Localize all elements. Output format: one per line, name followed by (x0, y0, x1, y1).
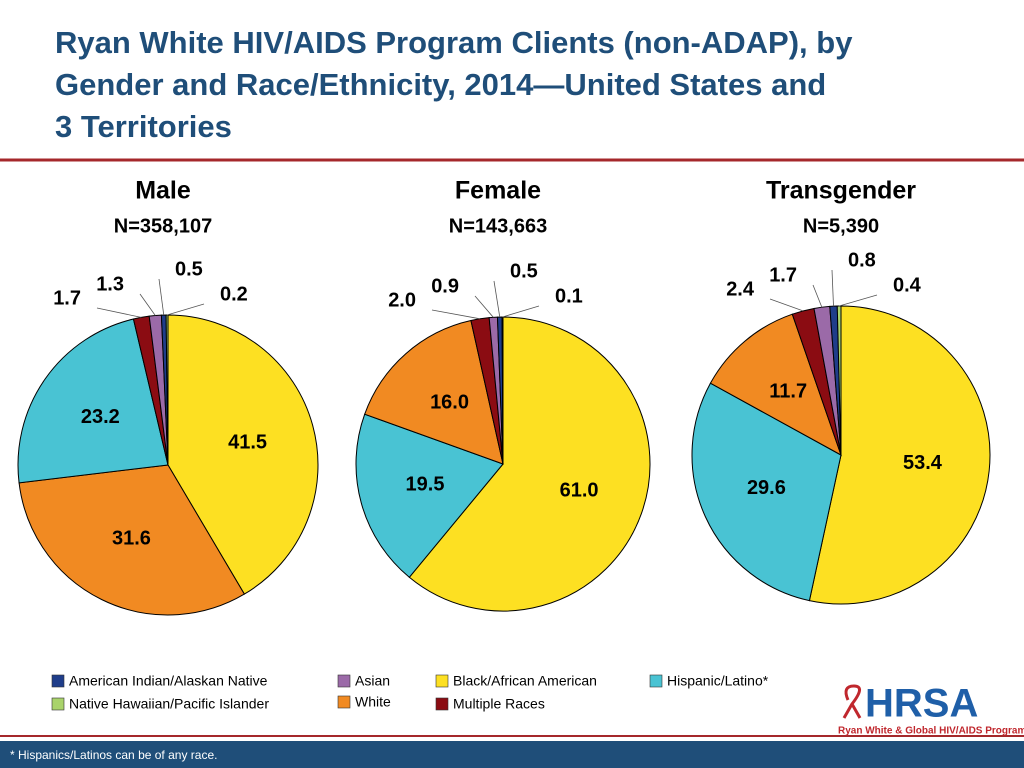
leader-line (839, 294, 878, 307)
legend-label: White (355, 694, 391, 710)
data-label: 2.0 (388, 289, 416, 311)
data-label: 2.4 (726, 278, 755, 300)
pie-subtitle: N=143,663 (449, 215, 547, 237)
data-label: 61.0 (560, 480, 599, 502)
data-label: 0.9 (431, 275, 459, 297)
legend-label: Hispanic/Latino* (667, 673, 769, 689)
leader-line (139, 293, 156, 316)
pie-slice (17, 318, 169, 484)
data-label: 16.0 (430, 392, 469, 414)
legend-swatch (337, 674, 351, 688)
legend-swatch (51, 674, 65, 688)
data-label: 0.4 (893, 274, 922, 296)
legend-label: Multiple Races (453, 696, 545, 712)
legend-label: American Indian/Alaskan Native (69, 673, 268, 689)
data-label: 1.7 (53, 287, 81, 309)
leader-line (158, 278, 165, 316)
leader-line (812, 284, 823, 308)
logo-tagline: Ryan White & Global HIV/AIDS Programs (838, 726, 1024, 737)
data-label: 0.5 (175, 258, 203, 280)
legend-label: Native Hawaiian/Pacific Islander (69, 696, 269, 712)
legend-swatch (51, 697, 65, 711)
data-label: 19.5 (406, 474, 445, 496)
logo-name: HRSA (865, 682, 978, 726)
pie-slice (691, 382, 842, 602)
data-label: 29.6 (747, 477, 786, 499)
data-label: 31.6 (112, 527, 151, 549)
legend-swatch (435, 697, 449, 711)
data-label: 0.1 (555, 285, 583, 307)
data-label: 23.2 (81, 406, 120, 428)
legend-swatch (435, 674, 449, 688)
pie-title: Female (455, 177, 541, 205)
data-label: 0.2 (220, 283, 248, 305)
data-label: 0.8 (848, 249, 876, 271)
slide-title: Ryan White HIV/AIDS Program Clients (non… (55, 25, 853, 144)
legend-label: Asian (355, 673, 390, 689)
pie-slice (709, 313, 842, 457)
data-label: 53.4 (903, 452, 943, 474)
pie-title: Male (135, 177, 191, 205)
data-label: 1.7 (769, 264, 797, 286)
leader-line (831, 269, 834, 307)
leader-line (96, 307, 142, 318)
leader-line (431, 309, 481, 320)
pie-slice (808, 305, 991, 605)
data-label: 11.7 (769, 381, 807, 403)
legend-swatch (337, 695, 351, 709)
pie-slice (18, 464, 246, 616)
data-label: 41.5 (228, 432, 267, 454)
leader-line (769, 298, 804, 312)
pie-slice (355, 413, 504, 578)
footer-bar (0, 741, 1024, 768)
data-label: 0.5 (510, 260, 538, 282)
pie-title: Transgender (766, 177, 916, 205)
legend-swatch (649, 674, 663, 688)
ribbon-icon (842, 684, 862, 719)
pie-subtitle: N=358,107 (114, 215, 212, 237)
data-label: 1.3 (96, 273, 124, 295)
leader-line (502, 305, 540, 318)
leader-line (166, 303, 205, 316)
pie-slice (364, 319, 504, 465)
logo: HRSA Ryan White & Global HIV/AIDS Progra… (838, 682, 1024, 737)
pie-slice (408, 316, 651, 612)
footnote: * Hispanics/Latinos can be of any race. (10, 748, 217, 762)
leader-line (493, 280, 501, 318)
legend-label: Black/African American (453, 673, 597, 689)
pie-subtitle: N=5,390 (803, 215, 879, 237)
pie-slice (167, 314, 319, 595)
leader-line (474, 295, 494, 318)
